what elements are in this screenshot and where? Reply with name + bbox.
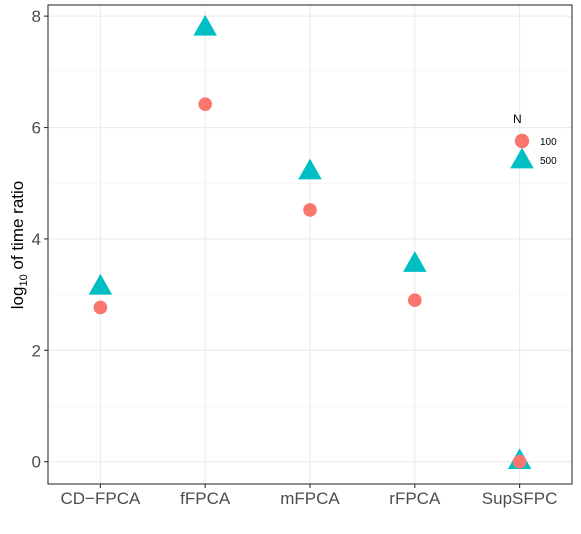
legend: N 100 500 xyxy=(510,112,557,169)
point-n-100 xyxy=(512,454,527,469)
x-tick-label: rFPCA xyxy=(389,489,441,508)
y-axis-title-subscript: 10 xyxy=(18,274,30,286)
point-n-500 xyxy=(88,273,113,295)
legend-title: N xyxy=(513,112,522,126)
x-tick-label: mFPCA xyxy=(280,489,340,508)
y-tick-label: 6 xyxy=(32,119,41,138)
point-n-500 xyxy=(298,158,322,180)
y-axis-tick-labels: 0 2 4 6 8 xyxy=(32,7,41,472)
legend-label: 100 xyxy=(540,137,557,148)
y-tick-label: 4 xyxy=(32,230,41,249)
x-axis-tick-labels: CD−FPCA fFPCA mFPCA rFPCA SupSFPC xyxy=(60,489,557,508)
point-n-100 xyxy=(303,203,317,217)
point-n-100 xyxy=(408,293,422,307)
legend-key-triangle xyxy=(510,147,534,169)
axis-ticks xyxy=(44,15,521,488)
point-n-500 xyxy=(403,251,427,272)
major-gridlines xyxy=(48,5,572,484)
x-tick-label: CD−FPCA xyxy=(60,489,140,508)
legend-items: 100 500 xyxy=(510,133,557,169)
legend-key-circle xyxy=(514,133,530,149)
y-axis-title-rest: of time ratio xyxy=(8,181,27,275)
point-n-100 xyxy=(198,97,212,111)
point-n-500 xyxy=(193,14,217,36)
y-tick-label: 2 xyxy=(32,341,41,360)
x-tick-label: SupSFPC xyxy=(482,489,558,508)
y-tick-label: 0 xyxy=(32,453,41,472)
y-axis-title: log10 of time ratio xyxy=(8,181,30,309)
data-points xyxy=(88,14,532,469)
y-tick-label: 8 xyxy=(32,7,41,26)
point-n-100 xyxy=(93,300,108,315)
y-axis-title-base: log xyxy=(8,287,27,310)
x-tick-label: fFPCA xyxy=(180,489,231,508)
legend-label: 500 xyxy=(540,156,557,167)
